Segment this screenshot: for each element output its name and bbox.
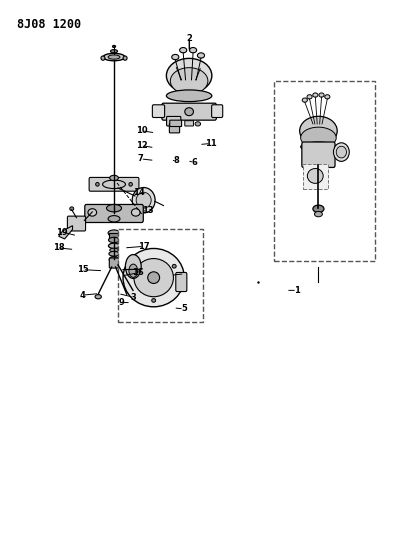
Ellipse shape [107, 205, 121, 212]
Ellipse shape [197, 53, 205, 58]
Ellipse shape [307, 168, 323, 183]
Text: 5: 5 [181, 304, 187, 313]
FancyBboxPatch shape [89, 177, 139, 191]
Ellipse shape [313, 205, 324, 213]
Text: 18: 18 [53, 244, 64, 253]
Ellipse shape [131, 209, 140, 216]
Ellipse shape [336, 146, 347, 158]
Ellipse shape [166, 59, 212, 93]
Ellipse shape [148, 272, 160, 284]
Text: 12: 12 [136, 141, 148, 150]
Ellipse shape [334, 143, 349, 161]
Ellipse shape [185, 108, 193, 116]
Bar [118, 229, 203, 322]
Text: 10: 10 [136, 126, 148, 135]
Ellipse shape [132, 188, 155, 213]
Text: 7: 7 [138, 155, 143, 164]
Ellipse shape [129, 182, 133, 186]
Ellipse shape [110, 175, 118, 181]
Polygon shape [59, 225, 72, 239]
FancyBboxPatch shape [162, 103, 217, 120]
Ellipse shape [101, 56, 105, 60]
FancyBboxPatch shape [170, 123, 179, 133]
Ellipse shape [152, 298, 156, 302]
Bar [109, 232, 119, 240]
Ellipse shape [88, 209, 97, 216]
Ellipse shape [307, 95, 312, 99]
Text: 4: 4 [80, 290, 85, 300]
Ellipse shape [108, 216, 120, 222]
FancyBboxPatch shape [85, 205, 143, 222]
Text: 16: 16 [132, 268, 144, 277]
Ellipse shape [108, 230, 120, 236]
Text: 11: 11 [205, 139, 217, 148]
Ellipse shape [123, 295, 130, 299]
Ellipse shape [300, 127, 336, 148]
Text: 2: 2 [186, 34, 192, 43]
Ellipse shape [134, 259, 174, 297]
Ellipse shape [109, 243, 119, 248]
Ellipse shape [172, 264, 176, 268]
Text: 3: 3 [131, 293, 137, 302]
Text: 19: 19 [57, 228, 68, 237]
Ellipse shape [103, 53, 125, 61]
FancyBboxPatch shape [185, 120, 193, 126]
Bar [274, 81, 375, 261]
Ellipse shape [111, 50, 117, 53]
Ellipse shape [314, 212, 322, 217]
Ellipse shape [109, 256, 119, 263]
FancyBboxPatch shape [302, 142, 335, 167]
FancyBboxPatch shape [67, 216, 86, 231]
Ellipse shape [70, 207, 74, 211]
Ellipse shape [166, 90, 212, 102]
Ellipse shape [300, 142, 336, 151]
Ellipse shape [300, 116, 337, 146]
Ellipse shape [319, 93, 324, 97]
Ellipse shape [136, 192, 151, 208]
FancyBboxPatch shape [170, 120, 181, 126]
Ellipse shape [110, 248, 118, 252]
Ellipse shape [129, 264, 138, 277]
Ellipse shape [195, 122, 201, 126]
Ellipse shape [109, 252, 119, 256]
FancyBboxPatch shape [212, 105, 223, 117]
Ellipse shape [96, 182, 99, 186]
Ellipse shape [173, 62, 180, 68]
Text: 9: 9 [118, 298, 124, 307]
Ellipse shape [125, 255, 141, 278]
Text: 14: 14 [133, 188, 145, 197]
FancyBboxPatch shape [176, 272, 187, 292]
FancyBboxPatch shape [109, 258, 119, 268]
FancyBboxPatch shape [152, 105, 165, 117]
Ellipse shape [123, 248, 184, 307]
Text: 8J08 1200: 8J08 1200 [17, 18, 81, 31]
Ellipse shape [302, 98, 307, 102]
Text: 6: 6 [191, 158, 197, 167]
Ellipse shape [130, 291, 136, 295]
Text: 15: 15 [76, 265, 88, 274]
Ellipse shape [131, 264, 135, 268]
Text: 1: 1 [294, 286, 300, 295]
Bar [302, 164, 328, 189]
Ellipse shape [123, 56, 127, 60]
Ellipse shape [313, 93, 318, 97]
Ellipse shape [197, 63, 204, 69]
Ellipse shape [172, 54, 179, 60]
Ellipse shape [189, 47, 197, 53]
Text: 13: 13 [142, 206, 154, 215]
Ellipse shape [95, 295, 101, 299]
Ellipse shape [170, 68, 208, 94]
Ellipse shape [108, 55, 120, 59]
Ellipse shape [325, 95, 330, 99]
Ellipse shape [109, 237, 119, 243]
FancyBboxPatch shape [167, 116, 181, 126]
Text: 17: 17 [138, 242, 150, 251]
Text: 8: 8 [174, 156, 180, 165]
Ellipse shape [113, 45, 115, 47]
Ellipse shape [179, 47, 187, 53]
